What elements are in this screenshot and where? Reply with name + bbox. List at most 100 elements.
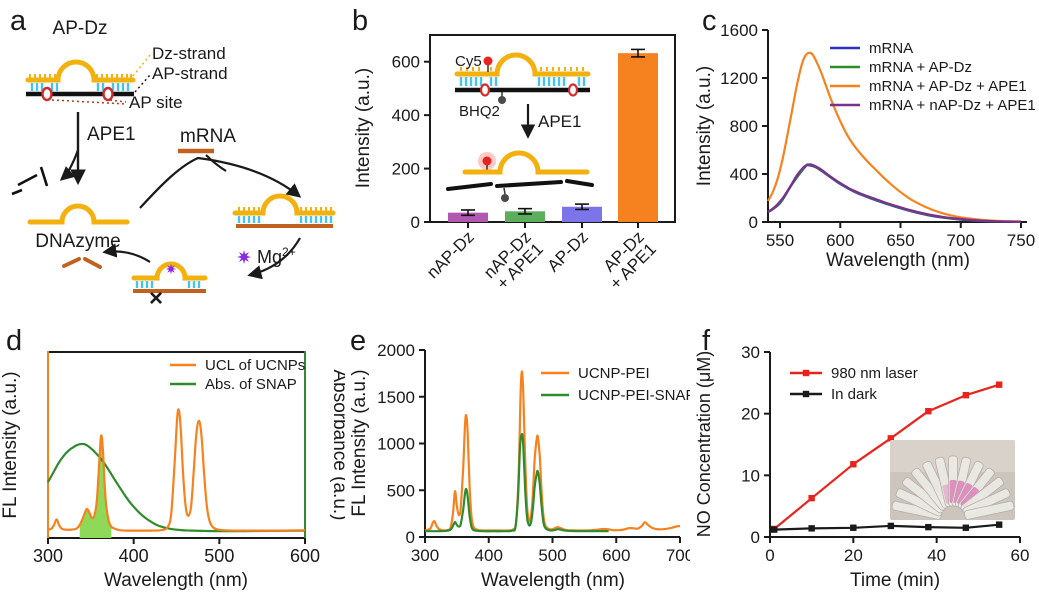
dz-strand-label: Dz-strand [152, 44, 226, 63]
x-tick-label: 600 [826, 231, 854, 250]
panel-b: b Cy5 BHQ2 APE1 [345, 0, 690, 315]
y-tick-label: 30 [741, 343, 760, 362]
marker-in-dark [925, 523, 932, 531]
y-tick-label: 1500 [377, 388, 415, 407]
figure-shape: 2+ [282, 245, 296, 259]
figure-shape [890, 440, 1015, 520]
ap-strand-leader [134, 74, 151, 93]
x-tick-label: AP-Dz [544, 227, 592, 275]
panel-b-chart: b Cy5 BHQ2 APE1 [352, 5, 676, 294]
cleavage-x-icon: × [149, 285, 163, 312]
inset-ape1-label: APE1 [538, 112, 581, 131]
base-pair-ticks-right [237, 216, 333, 223]
marker-in-dark [808, 525, 815, 532]
mrna-label: mRNA [180, 126, 236, 147]
cleavage-complex: × [131, 261, 208, 312]
panel-letter-a: a [10, 5, 27, 37]
legend-marker [802, 390, 810, 398]
tube [963, 500, 1015, 520]
y-tick-label: 1000 [377, 435, 415, 454]
y-tick-label: 800 [730, 117, 758, 136]
legend-item-in-dark: In dark [790, 386, 877, 403]
ape1-label: APE1 [87, 124, 136, 145]
legend-item-ucnp-pei-snap: UCNP-PEI-SNAP [541, 387, 696, 404]
inset-dz-ticks-top [460, 67, 584, 71]
overlap-fill [79, 435, 112, 538]
panel-a: a AP-Dz Dz-strand AP-strand AP site APE1 [0, 0, 345, 315]
mrna-fragments [62, 257, 102, 269]
legend-label: mRNA [869, 40, 913, 57]
y-axis-label: FL Intensity (a.u.) [349, 369, 370, 516]
x-tick-label: 700 [947, 231, 975, 250]
legend-label: UCNP-PEI [578, 365, 650, 382]
x-tick-label: 20 [844, 546, 863, 565]
dz-strand [25, 59, 136, 83]
x-tick-label: 700 [666, 546, 690, 565]
marker-in-dark [850, 524, 857, 531]
inset-ap-site-2 [567, 83, 579, 97]
marker-in-dark [995, 521, 1003, 528]
apdz-label: AP-Dz [53, 18, 108, 39]
ap-strand-label: AP-strand [152, 64, 228, 83]
strand-debris [11, 166, 49, 196]
x-tick-label: 600 [290, 546, 320, 566]
marker-980-nm-laser [808, 494, 815, 502]
legend-marker [802, 369, 810, 377]
panel-f: f 0 10 20 30 0 20 40 60 NO Concentration (μM) Tim… [690, 320, 1039, 599]
cycle-arrow-left [102, 243, 151, 263]
tube-pink-liquid [953, 480, 965, 504]
x-tick-label: 600 [602, 546, 630, 565]
panel-letter-c: c [702, 5, 717, 37]
legend-item-mrna-ap-dz-ape1: mRNA + AP-Dz + APE1 [830, 78, 1027, 95]
bar-nap-dz-ape1 [505, 211, 545, 222]
y-axis-label: Intensity (a.u.) [353, 68, 374, 188]
x-tick-label: nAP-Dz+ APE1 [480, 227, 547, 294]
inset-product-strand [462, 150, 590, 175]
cy5-dye-icon [483, 56, 493, 66]
legend-label: 980 nm laser [831, 365, 918, 382]
mg-star-icon-small [165, 263, 177, 275]
series-ucl-of-ucnps [47, 408, 306, 532]
panel-f-chart: f 0 10 20 30 0 20 40 60 NO Concentration (μM) Tim… [694, 325, 1029, 591]
y-axis-label-right: Absorbance (a.u.) [329, 369, 345, 520]
panel-d: d 300 400 500 600 FL Intensity (a.u.) Absorba… [0, 320, 350, 599]
legend-item-ucl-of-ucnps: UCL of UCNPs [170, 357, 305, 374]
panel-letter-d: d [6, 325, 22, 357]
legend-label: mRNA + AP-Dz [869, 59, 972, 76]
y-tick-label: 400 [392, 106, 420, 125]
cy5-dye-released-icon [482, 156, 492, 166]
marker-in-dark [770, 526, 778, 533]
ap-site-circle-2 [102, 86, 114, 102]
legend-item-ucnp-pei: UCNP-PEI [541, 365, 650, 382]
panel-a-diagram: a AP-Dz Dz-strand AP-strand AP site APE1 [10, 5, 336, 312]
y-axis-label: FL Intensity (a.u.) [0, 371, 21, 518]
series-mrna-nap-dz-ape1 [767, 163, 1022, 223]
x-tick-label: 400 [119, 546, 149, 566]
bar-ap-dz-ape1 [618, 53, 658, 223]
figure-shape: nAP-Dz [423, 227, 478, 282]
legend-item-980-nm-laser: 980 nm laser [790, 365, 918, 382]
inset-base-ticks [459, 77, 586, 86]
x-axis-label: Wavelength (nm) [104, 570, 248, 591]
apdz-duplex [25, 59, 136, 102]
dz-base-ticks-right [238, 207, 332, 211]
cy5-reporter-inset: Cy5 BHQ2 APE1 [446, 52, 594, 202]
figure-shape: AP-Dz [544, 227, 592, 275]
y-tick-label: 0 [411, 213, 420, 232]
panel-e-chart: e 0 500 1000 1500 2000 300 400 500 600 700 FL Inte… [349, 325, 696, 591]
dnazyme-strand [27, 203, 130, 225]
marker-980-nm-laser [995, 381, 1003, 388]
y-tick-label: 2000 [377, 341, 415, 360]
x-axis-label: Wavelength (nm) [826, 250, 970, 271]
bhq2-label: BHQ2 [459, 103, 500, 120]
x-tick-label: 650 [886, 231, 914, 250]
y-tick-label: 0 [749, 213, 758, 232]
panel-d-chart: d 300 400 500 600 FL Intensity (a.u.) Absorba… [0, 325, 350, 591]
y-tick-label: 20 [741, 405, 760, 424]
legend-item-mrna-nap-dz-ape1: mRNA + nAP-Dz + APE1 [830, 97, 1036, 114]
bar-ap-dz [562, 206, 602, 222]
marker-in-dark [962, 524, 970, 531]
series-abs-of-snap [47, 442, 306, 533]
y-axis-label: NO Concentration (μM) [694, 351, 714, 537]
